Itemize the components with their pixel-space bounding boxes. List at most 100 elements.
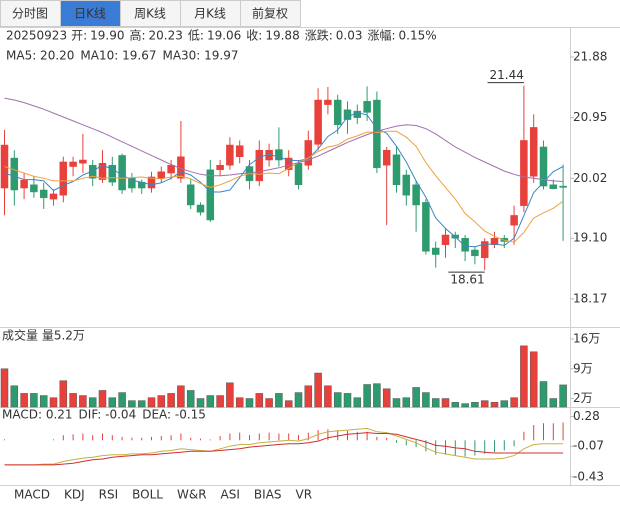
info-value: 20.23 [149,29,183,43]
indicator-tab[interactable]: KDJ [64,488,85,502]
volume-bar [177,385,185,408]
candle-body [382,149,391,166]
info-date: 20250923 [6,29,67,43]
y-tick-label: 0.28 [573,409,600,423]
volume-bar [294,392,303,408]
volume-bar [441,398,450,408]
indicator-tab[interactable]: VR [296,488,313,502]
tab[interactable] [240,0,301,27]
volume-bar [59,380,68,408]
y-tick-label: 2万 [573,391,593,405]
tab-label[interactable]: 前复权 [252,6,288,21]
volume-bar [98,390,107,408]
volume-bar [245,398,254,408]
volume-bar [314,372,322,408]
volume-bar [167,393,175,408]
candle-body [196,204,205,213]
volume-bar [422,392,430,408]
indicator-tab[interactable]: BIAS [254,488,282,502]
y-tick-label: 9万 [573,361,593,375]
volume-bar [392,398,401,408]
volume-bar [226,382,234,408]
volume-bar [255,393,264,408]
indicator-tab[interactable]: RSI [99,488,119,502]
max-label: 21.44 [490,68,524,82]
candle-body [69,161,77,167]
volume-bar [186,390,195,408]
tab[interactable] [120,0,181,27]
volume-bar [69,393,77,408]
tab[interactable] [0,0,61,27]
volume-bar [353,397,362,408]
candle-body [363,101,371,113]
info-label: 涨幅: [367,28,395,43]
legend-entry: MA5: 20.20 [6,49,74,63]
candle-body [167,164,175,174]
indicator-tab[interactable]: W&R [177,488,207,502]
indicator-tab[interactable]: ASI [221,488,240,502]
info-label: 高: [129,28,145,43]
panel-title: MACD: 0.21 [2,408,73,422]
candle-body [186,184,195,206]
info-value: 19.06 [207,29,241,43]
candle-body [235,145,244,157]
indicator-line [4,432,564,466]
candle-body [441,234,450,246]
indicator-tab[interactable]: BOLL [132,488,163,502]
candle-body [118,155,126,191]
volume-bar [49,397,58,408]
volume-bar [128,400,136,408]
volume-bar [480,400,489,408]
candle-body [255,149,264,182]
volume-bar [79,395,87,408]
tab-label[interactable]: 日K线 [74,7,106,21]
volume-bar [461,403,469,408]
candle-body [412,184,420,206]
volume-bar [490,402,499,408]
candle-body [343,109,352,120]
candle-body [333,99,342,126]
min-label: 18.61 [450,273,484,287]
candle-body [480,241,489,259]
volume-bar [373,383,381,408]
volume-bar [412,387,420,408]
volume-bar [529,351,538,408]
candle-body [157,171,166,179]
candle-body [373,99,381,169]
volume-bar [108,397,117,408]
indicator-line [4,427,564,466]
y-tick-label: 20.02 [573,171,607,185]
candle-body [304,140,313,166]
volume-bar [431,398,440,408]
volume-bar [451,402,460,408]
candle-body [471,249,479,257]
volume-bar [216,395,224,408]
candle-body [39,189,48,199]
info-value: 0.15% [399,29,437,43]
panel-title: 成交量 量5.2万 [2,328,85,343]
candle-body [30,184,38,193]
legend-entry: MA30: 19.97 [162,49,238,63]
volume-bar [559,384,567,408]
tab-label[interactable]: 分时图 [12,7,48,21]
y-tick-label: -0.07 [573,439,604,453]
tab-label[interactable]: 月K线 [194,7,226,21]
info-label: 低: [188,29,204,43]
candle-body [402,174,411,196]
tab-label[interactable]: 周K线 [134,7,166,21]
legend-entry: DEA: -0.15 [142,408,206,422]
volume-bar [88,397,97,408]
candle-body [10,157,19,191]
legend-entry: MA10: 19.67 [80,49,156,63]
volume-bar [157,395,166,408]
candle-body [490,237,499,246]
indicator-tab[interactable]: MACD [14,488,50,502]
y-tick-label: 19.10 [573,231,607,245]
volume-bar [265,398,273,408]
volume-bar [549,398,558,408]
candle-body [49,193,58,200]
volume-bar [343,393,352,408]
